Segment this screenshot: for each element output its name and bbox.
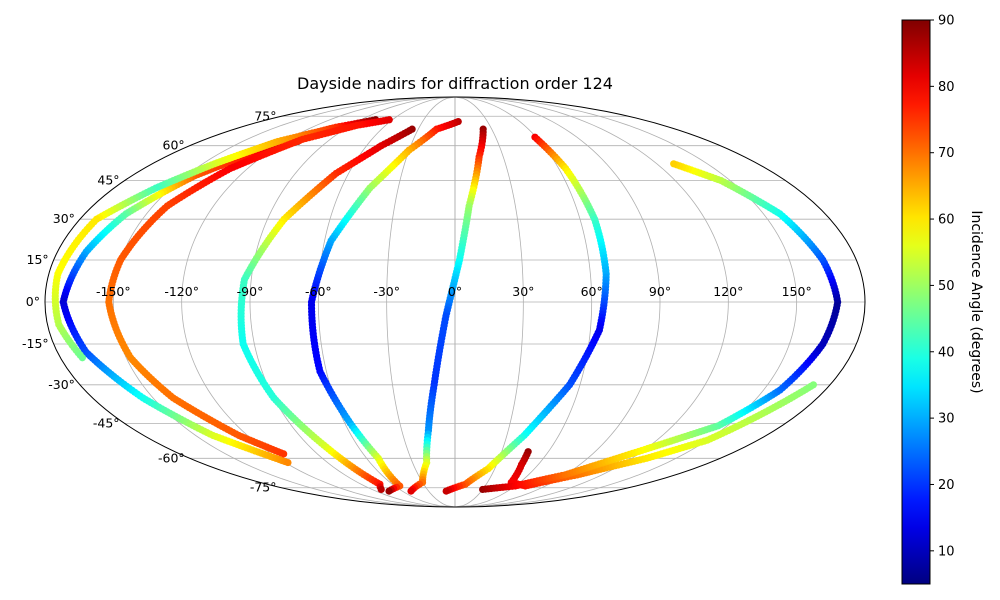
latitude-tick-label: 60° [163,138,185,153]
longitude-tick-label: 60° [581,284,603,299]
colorbar-gradient [901,19,931,585]
latitude-tick-label: -60° [158,450,185,465]
longitude-tick-label: -60° [305,284,332,299]
latitude-tick-label: 15° [27,252,49,267]
colorbar-tick-label: 80 [938,80,955,95]
colorbar-tick-label: 50 [938,279,955,294]
latitude-tick-label: 0° [26,294,40,309]
latitude-tick-label: -15° [22,336,49,351]
mollweide-map: -150° -120° -90° -60° -30° 0° 30° 60° 90° 120° 150… [22,96,866,508]
longitude-tick-label: 90° [649,284,671,299]
longitude-gridline [454,96,729,508]
nadir-point [809,381,817,389]
nadir-point [377,485,385,494]
longitude-tick-labels: -150° -120° -90° -60° -30° 0° 30° 60° 90° 120° 150… [96,284,812,299]
chart-title: Dayside nadirs for diffraction order 124 [297,74,613,93]
longitude-gridline [454,96,798,508]
latitude-tick-label: 75° [254,108,276,123]
latitude-tick-labels: -75° -60° -45° -30° -15° 0° 15° 30° 45° 60° 75° [22,108,276,494]
colorbar-tick-label: 10 [938,544,955,559]
nadir-point [280,450,288,458]
colorbar-tick-label: 40 [938,345,955,360]
longitude-gridline [112,96,456,508]
latitude-tick-label: -30° [48,377,75,392]
longitude-gridline [317,96,456,508]
nadir-point [78,354,86,362]
colorbar-tick-label: 20 [938,478,955,493]
colorbar-label: Incidence Angle (degrees) [968,210,984,393]
longitude-tick-label: 120° [713,284,743,299]
longitude-tick-label: -120° [164,284,199,299]
colorbar-tick-label: 30 [938,412,955,427]
graticule-grid [45,96,865,508]
colorbar: 10 20 30 40 50 60 70 80 90 Incidence Angle (degr… [901,14,984,585]
colorbar-tick-label: 90 [938,14,955,29]
nadir-point [442,487,450,495]
nadir-point [670,160,678,168]
nadir-point [284,458,292,467]
nadir-point [407,487,415,495]
map-boundary [44,96,866,508]
longitude-tick-label: -150° [96,284,131,299]
scatter-points [51,116,842,495]
longitude-tick-label: 0° [448,284,462,299]
colorbar-ticks: 10 20 30 40 50 60 70 80 90 [930,14,955,559]
colorbar-tick-label: 60 [938,213,955,228]
longitude-tick-label: 150° [782,284,812,299]
longitude-tick-label: 30° [512,284,534,299]
nadir-point [385,487,393,495]
longitude-gridline [454,96,661,508]
colorbar-tick-label: 70 [938,146,955,161]
latitude-tick-label: 30° [53,211,75,226]
longitude-tick-label: -90° [237,284,264,299]
longitude-gridline [249,96,456,508]
latitude-tick-label: 45° [97,173,119,188]
longitude-tick-label: -30° [373,284,400,299]
latitude-tick-label: -75° [250,480,277,495]
latitude-tick-label: -45° [93,415,120,430]
